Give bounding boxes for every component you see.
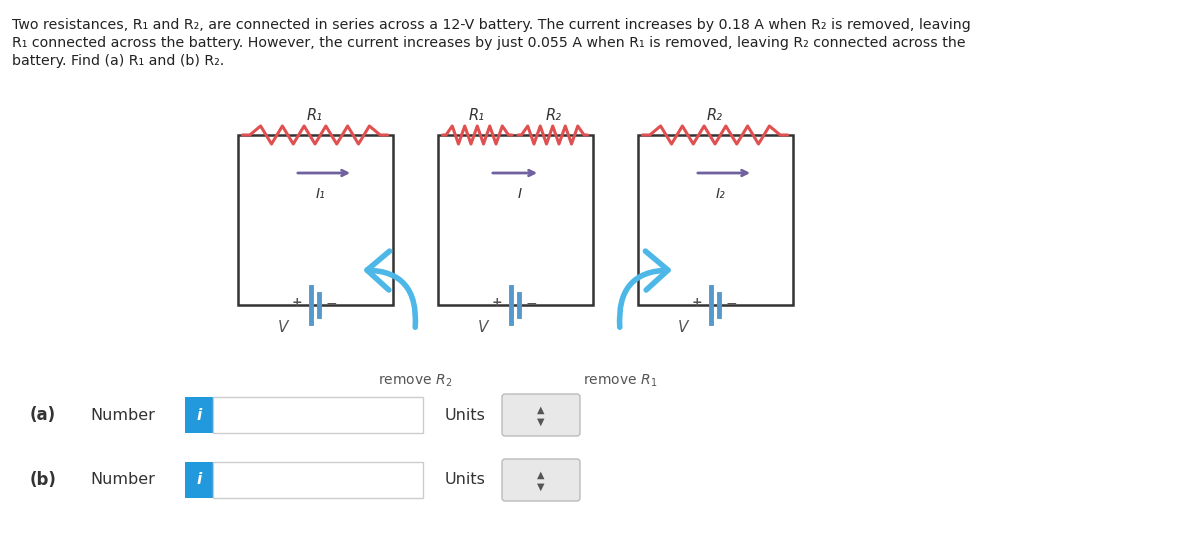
Text: R₁: R₁	[468, 107, 485, 123]
Text: V: V	[678, 320, 688, 334]
Text: V: V	[278, 320, 288, 334]
Text: ▼: ▼	[538, 417, 545, 427]
Text: Units: Units	[445, 472, 486, 487]
Text: ▲: ▲	[538, 405, 545, 415]
Text: Number: Number	[90, 408, 155, 422]
Bar	[637, 135, 792, 305]
Text: +: +	[292, 295, 302, 309]
Text: Units: Units	[445, 408, 486, 422]
Bar	[214, 397, 424, 433]
Text: I: I	[518, 187, 522, 201]
Bar	[238, 135, 392, 305]
Text: I₁: I₁	[316, 187, 325, 201]
Text: (b): (b)	[30, 471, 56, 489]
Text: ▼: ▼	[538, 482, 545, 492]
Text: i: i	[197, 472, 202, 487]
Text: −: −	[526, 297, 536, 311]
Text: R₁ connected across the battery. However, the current increases by just 0.055 A : R₁ connected across the battery. However…	[12, 36, 966, 50]
Text: (a): (a)	[30, 406, 56, 424]
Text: ▲: ▲	[538, 470, 545, 480]
FancyBboxPatch shape	[502, 459, 580, 501]
Text: +: +	[691, 295, 702, 309]
Bar	[185, 462, 214, 498]
Text: Number: Number	[90, 472, 155, 487]
Text: +: +	[492, 295, 503, 309]
Text: R₂: R₂	[546, 107, 562, 123]
Text: I₂: I₂	[715, 187, 725, 201]
Text: R₁: R₁	[307, 107, 323, 123]
Text: i: i	[197, 408, 202, 422]
Bar	[438, 135, 593, 305]
Text: −: −	[725, 297, 737, 311]
Text: remove $R_2$: remove $R_2$	[378, 373, 452, 389]
FancyBboxPatch shape	[502, 394, 580, 436]
Text: battery. Find (a) R₁ and (b) R₂.: battery. Find (a) R₁ and (b) R₂.	[12, 54, 224, 68]
FancyArrowPatch shape	[367, 251, 415, 327]
Text: R₂: R₂	[707, 107, 722, 123]
Bar	[214, 462, 424, 498]
Bar	[185, 397, 214, 433]
Text: −: −	[325, 297, 337, 311]
FancyArrowPatch shape	[619, 251, 668, 327]
Text: Two resistances, R₁ and R₂, are connected in series across a 12-V battery. The c: Two resistances, R₁ and R₂, are connecte…	[12, 18, 971, 32]
Text: V: V	[478, 320, 488, 334]
Text: remove $R_1$: remove $R_1$	[583, 373, 658, 389]
